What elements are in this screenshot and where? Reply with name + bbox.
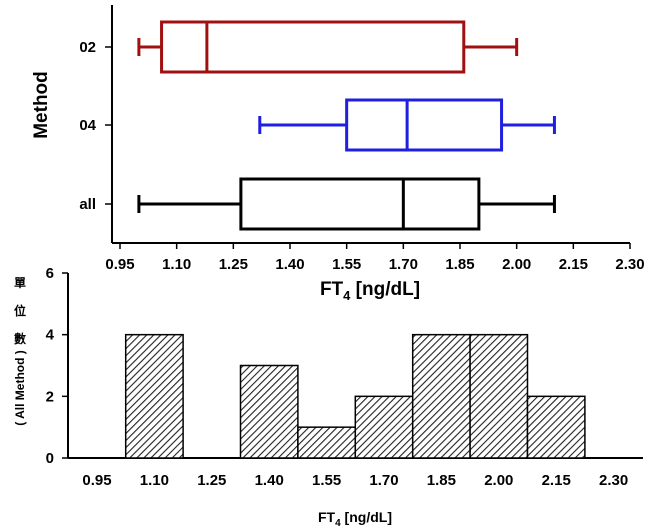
box-category-label: 02 <box>79 39 96 56</box>
histogram-bar <box>411 333 471 459</box>
histogram-x-axis-label: FT4 [ng/dL] <box>318 509 392 527</box>
histogram-bar <box>239 364 299 459</box>
box-series-04: 04 <box>79 98 556 152</box>
ylabel-char-1: 單 <box>14 276 26 290</box>
histogram-x-tick-label: 2.00 <box>484 472 513 489</box>
histogram-bar <box>469 333 529 459</box>
box-iqr <box>345 98 504 152</box>
histogram-y-tick-label: 4 <box>46 327 55 344</box>
histogram-y-tick-label: 6 <box>46 265 54 282</box>
boxplot-x-tick-label: 1.70 <box>389 256 418 273</box>
histogram-x-tick-label: 2.30 <box>599 472 628 489</box>
boxplot-x-tick-label: 2.15 <box>559 256 588 273</box>
histogram-x-tick-label: 1.10 <box>140 472 169 489</box>
ylabel-paren: ( All Method ) <box>13 350 27 426</box>
histogram-x-tick-label: 1.25 <box>197 472 226 489</box>
boxplot-x-tick-label: 1.85 <box>445 256 474 273</box>
histogram-x-tick-label: 1.55 <box>312 472 341 489</box>
boxplot-x-tick-label: 2.00 <box>502 256 531 273</box>
histogram-x-tick-label: 0.95 <box>82 472 111 489</box>
boxplot-x-tick-label: 0.95 <box>105 256 134 273</box>
histogram-x-tick-label: 1.85 <box>427 472 456 489</box>
histogram-bar <box>297 426 357 459</box>
boxplot-x-tick-label: 1.55 <box>332 256 361 273</box>
boxplot-x-axis-label: FT4 [ng/dL] <box>320 279 420 303</box>
box-iqr <box>239 177 481 231</box>
histogram-y-axis-label: 單 位 數 ( All Method ) <box>13 276 27 426</box>
boxplot-x-tick-label: 1.40 <box>275 256 304 273</box>
histogram-y-tick-label: 0 <box>46 450 54 467</box>
histogram-bar <box>354 395 414 459</box>
boxplot-x-tick-label: 2.30 <box>615 256 644 273</box>
histogram-bar <box>526 395 586 459</box>
box-iqr <box>160 20 466 74</box>
boxplot-x-tick-label: 1.10 <box>162 256 191 273</box>
boxplot-chart: 0.95 1.10 1.25 1.40 1.55 1.70 1.85 2.00 2.15 2.30… <box>31 5 645 303</box>
box-category-label: all <box>79 196 96 213</box>
boxplot-y-axis-label: Method <box>31 71 52 139</box>
histogram-x-tick-label: 1.70 <box>369 472 398 489</box>
histogram-y-tick-label: 2 <box>46 388 54 405</box>
histogram-x-tick-label: 1.40 <box>255 472 284 489</box>
boxplot-x-tick-label: 1.25 <box>219 256 248 273</box>
histogram-chart: 0.95 1.10 1.25 1.40 1.55 1.70 1.85 2.00 2.15 2.30… <box>13 265 643 527</box>
box-category-label: 04 <box>79 117 96 134</box>
histogram-bar <box>124 333 184 459</box>
box-series-all: all <box>79 177 556 231</box>
histogram-x-tick-label: 2.15 <box>542 472 571 489</box>
ylabel-char-3: 數 <box>14 331 26 346</box>
ylabel-char-2: 位 <box>14 303 26 318</box>
box-series-02: 02 <box>79 20 519 74</box>
